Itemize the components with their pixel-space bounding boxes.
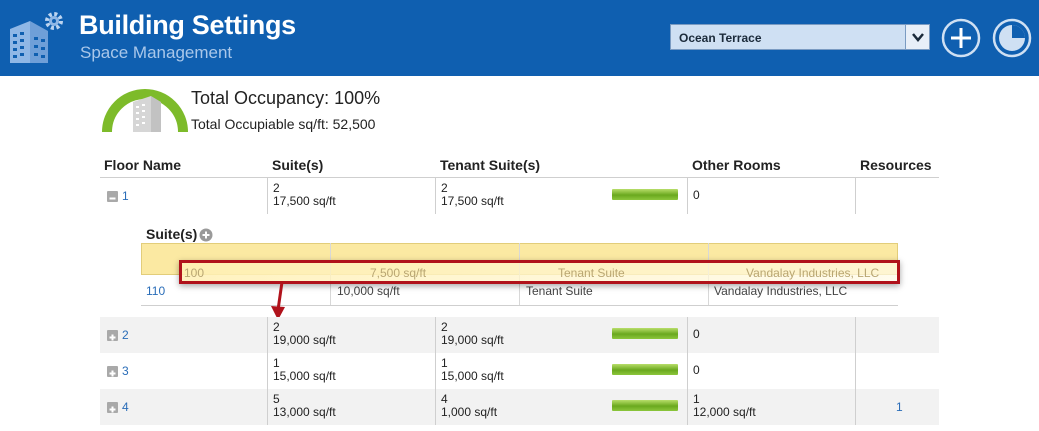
suite-number-link[interactable]: 110 [146,284,166,298]
other-rooms-count: 0 [693,327,700,341]
collapse-icon[interactable] [107,191,118,202]
building-select-value: Ocean Terrace [679,31,762,45]
tenant-suites-count: 2 [441,320,448,334]
column-header-other-rooms[interactable]: Other Rooms [692,157,781,173]
occupancy-bar [612,400,678,411]
other-rooms-cell: 0 [687,353,855,389]
expand-icon[interactable] [107,366,118,377]
occupancy-bar [612,189,678,200]
add-suite-icon[interactable] [199,228,213,242]
tenant-suites-count: 1 [441,356,448,370]
suite-type: Tenant Suite [526,284,593,298]
other-rooms-cell: 0 [687,178,855,214]
suites-sqft: 17,500 sq/ft [273,194,336,208]
expand-icon[interactable] [107,402,118,413]
app-title: Building Settings [79,10,296,40]
other-rooms-cell: 1 12,000 sq/ft [687,389,855,425]
plus-circle-icon[interactable] [941,18,981,58]
tenant-suites-sqft: 19,000 sq/ft [441,333,504,347]
building-select[interactable]: Ocean Terrace [670,24,930,50]
tenant-suites-cell: 1 15,000 sq/ft [435,353,687,389]
resources-cell [855,353,939,389]
suite-row[interactable]: 110 10,000 sq/ft Tenant Suite Vandalay I… [141,275,898,306]
floor-link[interactable]: 2 [122,328,129,342]
app-header: Building Settings Space Management Ocean… [0,0,1039,76]
dragged-suite-sqft: 7,500 sq/ft [370,266,427,280]
suites-sqft: 19,000 sq/ft [273,333,336,347]
other-rooms-count: 0 [693,188,700,202]
other-rooms-count: 0 [693,363,700,377]
resources-cell [855,178,939,214]
suites-count: 1 [273,356,280,370]
suites-panel-title: Suite(s) [146,226,198,242]
dragged-suite-number: 100 [184,266,205,280]
total-occupancy: Total Occupancy: 100% [191,88,381,108]
occupancy-bar [612,328,678,339]
resources-link[interactable]: 1 [896,400,903,414]
table-row[interactable]: 3 1 15,000 sq/ft 1 15,000 sq/ft 0 [100,353,939,389]
header-divider [100,177,939,178]
column-header-suites[interactable]: Suite(s) [272,157,324,173]
table-row[interactable]: 4 5 13,000 sq/ft 4 1,000 sq/ft 1 12,000 … [100,389,939,425]
tenant-suites-cell: 2 17,500 sq/ft [435,178,687,214]
building-settings-icon [10,12,63,63]
resources-cell: 1 [855,389,939,425]
drag-arrow-icon [271,281,285,320]
floor-link[interactable]: 3 [122,364,129,378]
column-header-tenant-suites[interactable]: Tenant Suite(s) [440,157,541,173]
tenant-suites-cell: 4 1,000 sq/ft [435,389,687,425]
tenant-suites-cell: 2 19,000 sq/ft [435,317,687,353]
suites-sqft: 15,000 sq/ft [273,369,336,383]
column-header-floor-name[interactable]: Floor Name [104,157,182,173]
other-rooms-count: 1 [693,392,700,406]
occupancy-bar [612,364,678,375]
floor-link[interactable]: 4 [122,400,129,414]
table-row[interactable]: 1 2 17,500 sq/ft 2 17,500 sq/ft 0 [100,178,939,214]
app-subtitle: Space Management [80,43,233,62]
other-rooms-cell: 0 [687,317,855,353]
suites-count: 5 [273,392,280,406]
floor-link[interactable]: 1 [122,189,129,203]
dragged-suite-row[interactable]: 100 7,500 sq/ft Tenant Suite Vandalay In… [179,260,900,284]
tenant-suites-sqft: 1,000 sq/ft [441,405,498,419]
chevron-down-icon[interactable] [905,25,929,49]
resources-cell [855,317,939,353]
tenant-suites-count: 2 [441,181,448,195]
suites-cell: 2 19,000 sq/ft [267,317,435,353]
suite-tenant: Vandalay Industries, LLC [714,284,848,298]
suites-cell: 1 15,000 sq/ft [267,353,435,389]
suites-sqft: 13,000 sq/ft [273,405,336,419]
other-rooms-sqft: 12,000 sq/ft [693,405,756,419]
suites-count: 2 [273,320,280,334]
suites-cell: 5 13,000 sq/ft [267,389,435,425]
occupancy-gauge [102,89,188,133]
total-occupiable-sqft: Total Occupiable sq/ft: 52,500 [191,116,376,132]
column-header-resources[interactable]: Resources [860,157,932,173]
tenant-suites-sqft: 17,500 sq/ft [441,194,504,208]
tenant-suites-sqft: 15,000 sq/ft [441,369,504,383]
pie-chart-icon[interactable] [992,18,1032,58]
dragged-suite-type: Tenant Suite [558,266,625,280]
suite-sqft: 10,000 sq/ft [337,284,400,298]
expand-icon[interactable] [107,330,118,341]
dragged-suite-tenant: Vandalay Industries, LLC [746,266,880,280]
suites-cell: 2 17,500 sq/ft [267,178,435,214]
tenant-suites-count: 4 [441,392,448,406]
suites-count: 2 [273,181,280,195]
table-row[interactable]: 2 2 19,000 sq/ft 2 19,000 sq/ft 0 [100,317,939,353]
